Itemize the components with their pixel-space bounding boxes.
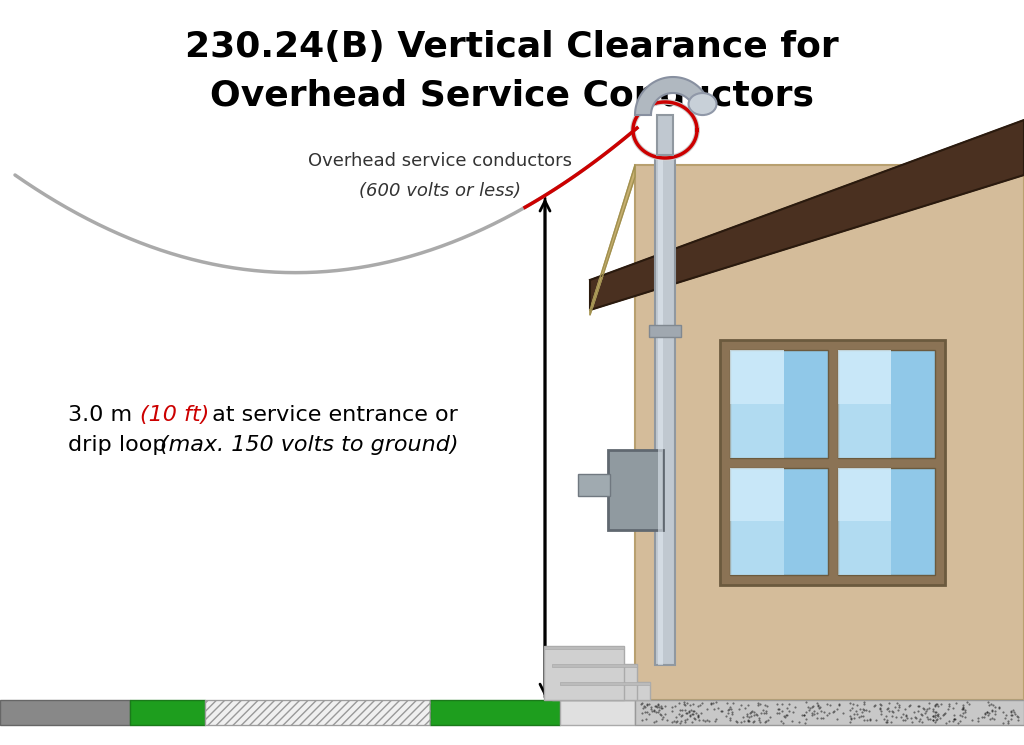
Ellipse shape [688,93,717,115]
Bar [552,664,637,700]
Bar [730,350,783,404]
Bar [635,165,1024,700]
Bar [560,682,650,700]
Bar [838,468,891,575]
Bar [560,682,650,685]
Text: Overhead service conductors: Overhead service conductors [308,152,572,170]
Bar [205,700,430,725]
Bar [0,700,130,725]
Text: (10 ft): (10 ft) [140,405,209,425]
Bar [205,700,430,725]
Bar [838,350,935,457]
Bar [657,115,673,155]
Bar [720,340,945,585]
Bar [838,350,891,404]
Text: 3.0 m: 3.0 m [68,405,139,425]
Bar [838,468,891,522]
Bar [730,468,783,522]
Text: Overhead Service Conductors: Overhead Service Conductors [210,78,814,112]
Bar [658,155,663,665]
Text: at service entrance or: at service entrance or [205,405,458,425]
Polygon shape [590,165,635,315]
Bar [730,468,783,575]
Bar [430,700,560,725]
Bar [730,350,827,457]
Text: (600 volts or less): (600 volts or less) [359,182,521,200]
Bar [578,474,610,496]
Bar [635,700,1024,725]
Bar [608,450,663,530]
Text: (max. 150 volts to ground): (max. 150 volts to ground) [160,435,459,455]
Polygon shape [590,120,1024,310]
Bar [552,664,637,667]
Bar [544,646,624,700]
Bar [130,700,205,725]
Bar [838,468,935,575]
Bar [649,325,681,337]
Bar [560,700,635,725]
Bar [655,155,675,665]
Text: 230.24(B) Vertical Clearance for: 230.24(B) Vertical Clearance for [185,30,839,64]
Bar [730,468,827,575]
Bar [838,350,891,457]
Text: drip loop: drip loop [68,435,174,455]
Bar [544,646,624,649]
Polygon shape [635,77,711,115]
Bar [730,350,783,457]
